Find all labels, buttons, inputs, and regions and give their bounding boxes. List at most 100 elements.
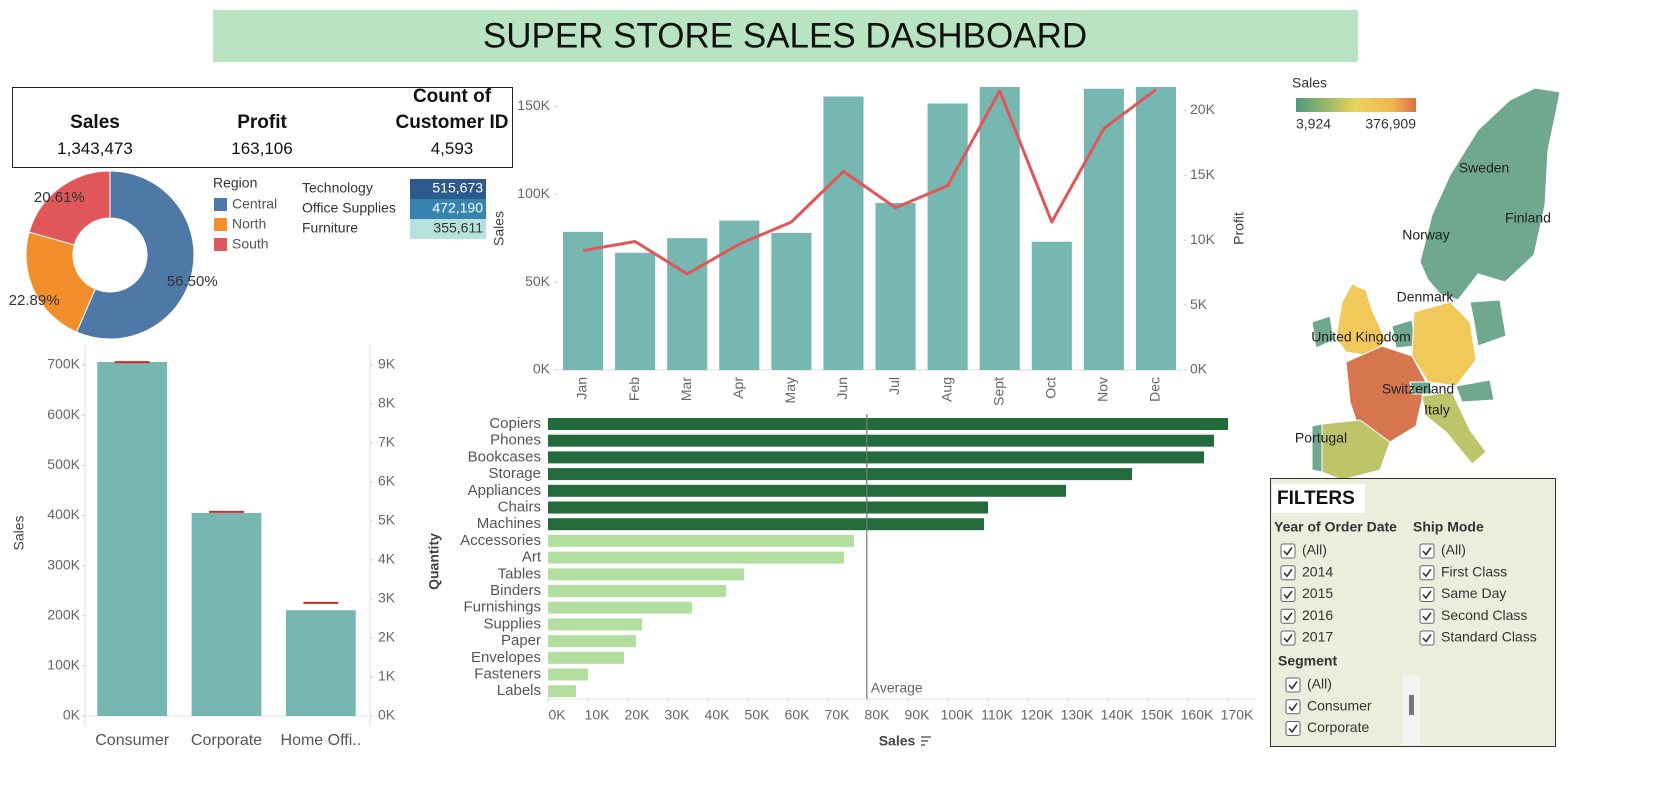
checkbox-check[interactable] bbox=[1283, 568, 1293, 578]
checkbox-box[interactable] bbox=[1419, 608, 1435, 624]
x-tick-label: 150K bbox=[1141, 707, 1174, 723]
y-tick-label: Phones bbox=[490, 432, 541, 449]
country-shape bbox=[1311, 423, 1323, 473]
country-label: Denmark bbox=[1397, 289, 1455, 305]
kpi-box bbox=[12, 87, 513, 168]
checkbox-box[interactable] bbox=[1285, 677, 1301, 693]
bar bbox=[548, 618, 642, 631]
y2-tick-label: 5K bbox=[378, 512, 396, 528]
checkbox-box[interactable] bbox=[1280, 608, 1296, 624]
map-legend-max: 376,909 bbox=[1365, 116, 1416, 132]
slice-label: 56.50% bbox=[167, 273, 218, 290]
filter-option[interactable]: 2015 bbox=[1302, 585, 1333, 601]
bar bbox=[548, 451, 1204, 464]
filter-option[interactable]: 2016 bbox=[1302, 607, 1333, 623]
x-tick-label: 100K bbox=[941, 707, 974, 723]
checkbox-check[interactable] bbox=[1288, 724, 1298, 734]
checkbox[interactable] bbox=[1285, 699, 1301, 715]
country-label: Portugal bbox=[1295, 430, 1347, 446]
filter-option[interactable]: Corporate bbox=[1307, 719, 1369, 735]
x-tick-label: 40K bbox=[705, 707, 731, 723]
checkbox-box[interactable] bbox=[1285, 699, 1301, 715]
bar bbox=[97, 362, 168, 716]
bar bbox=[979, 87, 1020, 370]
bar bbox=[548, 668, 588, 681]
filter-option[interactable]: First Class bbox=[1441, 563, 1507, 579]
bar bbox=[927, 103, 968, 370]
y2-tick-label: 8K bbox=[378, 395, 396, 411]
x-tick-label: 170K bbox=[1221, 707, 1254, 723]
filter-option[interactable]: 2017 bbox=[1302, 629, 1333, 645]
checkbox-box[interactable] bbox=[1419, 543, 1435, 559]
country-label: Finland bbox=[1505, 210, 1551, 226]
map-legend-gradient bbox=[1296, 98, 1416, 112]
checkbox-box[interactable] bbox=[1419, 630, 1435, 646]
kpi: Sales 1,343,473 bbox=[15, 88, 175, 164]
bar bbox=[548, 601, 692, 614]
x-tick-label: Oct bbox=[1042, 377, 1058, 399]
filters-header bbox=[1272, 484, 1365, 513]
checkbox-check[interactable] bbox=[1422, 634, 1432, 643]
bar bbox=[1031, 241, 1072, 370]
y2-tick-label: 15K bbox=[1190, 166, 1216, 182]
checkbox[interactable] bbox=[1280, 565, 1296, 581]
x-tick-label: Nov bbox=[1095, 377, 1111, 402]
legend-label: South bbox=[232, 236, 269, 252]
filter-option[interactable]: (All) bbox=[1302, 542, 1327, 558]
bar bbox=[548, 685, 576, 698]
filter-option[interactable]: Same Day bbox=[1441, 585, 1506, 601]
checkbox-check[interactable] bbox=[1422, 547, 1432, 556]
checkbox[interactable] bbox=[1419, 587, 1435, 602]
legend-swatch bbox=[214, 238, 227, 251]
filter-group-title: Year of Order Date bbox=[1274, 519, 1397, 535]
category-label: Office Supplies bbox=[302, 200, 396, 216]
y-tick-label: Labels bbox=[497, 682, 541, 699]
checkbox-check[interactable] bbox=[1422, 568, 1432, 578]
table-cell bbox=[410, 199, 486, 219]
checkbox-box[interactable] bbox=[1285, 721, 1301, 736]
checkbox[interactable] bbox=[1280, 630, 1296, 646]
checkbox[interactable] bbox=[1419, 608, 1435, 624]
filter-option[interactable]: (All) bbox=[1441, 542, 1466, 558]
checkbox-check[interactable] bbox=[1283, 634, 1293, 643]
checkbox[interactable] bbox=[1419, 565, 1435, 581]
checkbox-check[interactable] bbox=[1422, 612, 1432, 622]
category-label: Technology bbox=[302, 180, 373, 196]
checkbox[interactable] bbox=[1285, 721, 1301, 736]
filter-option[interactable]: Standard Class bbox=[1441, 629, 1537, 645]
checkbox-check[interactable] bbox=[1283, 612, 1293, 622]
checkbox-box[interactable] bbox=[1280, 587, 1296, 602]
checkbox[interactable] bbox=[1280, 543, 1296, 559]
checkbox-check[interactable] bbox=[1288, 681, 1298, 690]
scrollbar-thumb[interactable] bbox=[1409, 695, 1414, 715]
filter-option[interactable]: Second Class bbox=[1441, 607, 1527, 623]
checkbox[interactable] bbox=[1280, 587, 1296, 602]
checkbox[interactable] bbox=[1285, 677, 1301, 693]
filter-option[interactable]: (All) bbox=[1307, 676, 1332, 692]
checkbox-box[interactable] bbox=[1280, 543, 1296, 559]
checkbox[interactable] bbox=[1419, 630, 1435, 646]
checkbox-check[interactable] bbox=[1288, 702, 1298, 712]
filter-option[interactable]: 2014 bbox=[1302, 563, 1333, 579]
x-tick-label: Consumer bbox=[95, 732, 169, 749]
sort-icon[interactable] bbox=[921, 736, 931, 746]
x-tick-label: 140K bbox=[1101, 707, 1134, 723]
checkbox-check[interactable] bbox=[1422, 590, 1432, 600]
filter-option[interactable]: Consumer bbox=[1307, 697, 1372, 713]
checkbox-box[interactable] bbox=[1419, 587, 1435, 602]
country-shape bbox=[1469, 299, 1507, 347]
kpi-value: 163,106 bbox=[231, 139, 293, 158]
checkbox[interactable] bbox=[1280, 608, 1296, 624]
y-tick-label: 400K bbox=[47, 506, 80, 522]
map-legend-title: Sales bbox=[1292, 75, 1327, 91]
checkbox-check[interactable] bbox=[1283, 590, 1293, 600]
checkbox-check[interactable] bbox=[1283, 547, 1293, 556]
x-tick-label: 120K bbox=[1021, 707, 1054, 723]
checkbox-box[interactable] bbox=[1280, 630, 1296, 646]
country-shape bbox=[1345, 345, 1427, 443]
checkbox-box[interactable] bbox=[1280, 565, 1296, 581]
y-tick-label: Fasteners bbox=[474, 665, 541, 682]
country-shape bbox=[1409, 381, 1433, 395]
checkbox-box[interactable] bbox=[1419, 565, 1435, 581]
checkbox[interactable] bbox=[1419, 543, 1435, 559]
